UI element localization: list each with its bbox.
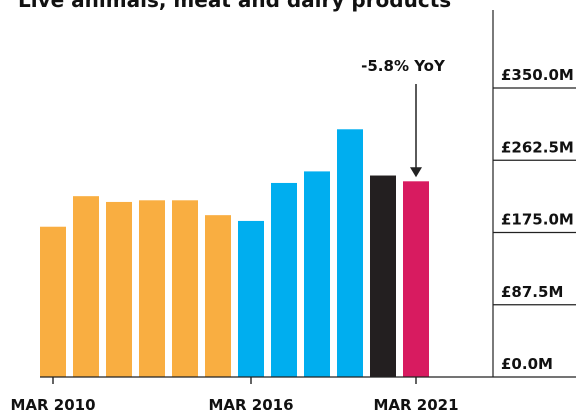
bar-5 xyxy=(205,215,231,377)
bar-9 xyxy=(337,129,363,377)
bar-1 xyxy=(73,196,99,377)
y-tick-label-1: £87.5M xyxy=(501,283,563,301)
bars-group xyxy=(40,129,429,377)
annotation-label: -5.8% YoY xyxy=(361,57,446,75)
bar-2 xyxy=(106,201,132,377)
x-tick-label-0: MAR 2010 xyxy=(10,396,95,414)
y-tick-label-3: £262.5M xyxy=(501,138,574,156)
x-tick-label-1: MAR 2016 xyxy=(208,396,293,414)
annotation-group: -5.8% YoY xyxy=(361,57,446,178)
y-tick-label-4: £350.0M xyxy=(501,66,574,84)
bar-0 xyxy=(40,226,66,377)
bar-7 xyxy=(271,182,297,377)
bar-6 xyxy=(238,220,264,377)
bar-4 xyxy=(172,200,198,377)
bar-8 xyxy=(304,171,330,377)
x-axis: MAR 2010 MAR 2016 MAR 2021 xyxy=(10,376,493,414)
bar-11 xyxy=(403,181,429,377)
right-axis: £0.0M £87.5M £175.0M £262.5M £350.0M xyxy=(492,10,576,378)
x-tick-label-2: MAR 2021 xyxy=(373,396,458,414)
bar-3 xyxy=(139,200,165,377)
y-tick-label-0: £0.0M xyxy=(501,355,553,373)
annotation-arrow-head xyxy=(410,167,422,178)
y-tick-label-2: £175.0M xyxy=(501,211,574,229)
chart-title: Live animals, meat and dairy products xyxy=(18,0,452,12)
bar-10 xyxy=(370,175,396,377)
